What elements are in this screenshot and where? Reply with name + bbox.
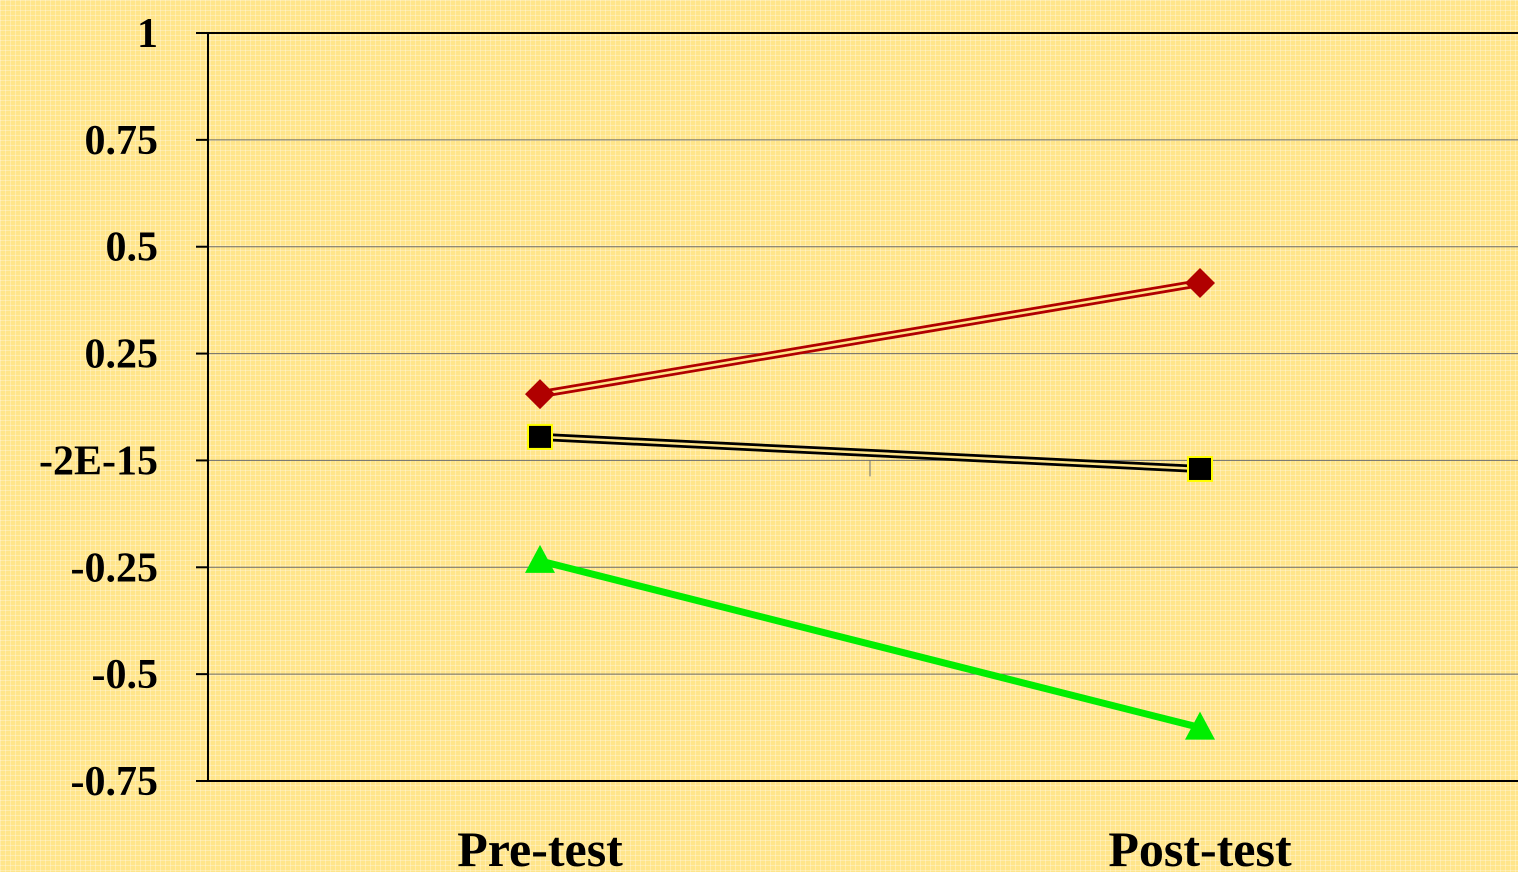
series-diamond	[525, 268, 1215, 410]
data-point-triangle	[525, 544, 555, 573]
series-line-inner	[539, 435, 1201, 471]
x-tick-label: Post-test	[1108, 821, 1292, 872]
data-point-square	[1187, 455, 1213, 482]
y-tick-label: -0.75	[71, 759, 159, 805]
y-tick-label: -2E-15	[39, 438, 158, 484]
gridlines	[208, 32, 1518, 675]
y-tick-label: 0.75	[85, 118, 159, 164]
x-tick-labels: Pre-test Post-test	[457, 821, 1292, 872]
data-point-diamond	[525, 379, 555, 410]
data-point-square	[527, 423, 553, 450]
y-tick-labels: 1 0.75 0.5 0.25 -2E-15 -0.25 -0.5 -0.75	[39, 11, 208, 805]
y-tick-label: 0.5	[106, 225, 159, 271]
y-tick-label: -0.25	[71, 545, 159, 591]
y-tick-label: 1	[137, 11, 158, 57]
x-tick-label: Pre-test	[457, 821, 623, 872]
series-square	[527, 423, 1213, 482]
data-point-diamond	[1185, 268, 1215, 299]
axes	[207, 33, 1518, 782]
y-tick-label: -0.5	[92, 652, 159, 698]
data-point-triangle	[1185, 711, 1215, 740]
series-triangle	[525, 544, 1215, 740]
series-layer	[525, 268, 1215, 740]
series-line	[539, 557, 1201, 731]
series-line-inner	[539, 281, 1201, 396]
y-tick-label: 0.25	[85, 332, 159, 378]
